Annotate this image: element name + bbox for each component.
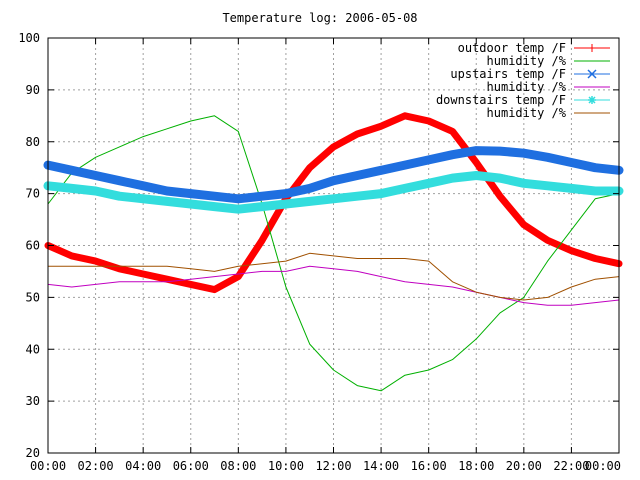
grid — [48, 38, 619, 453]
legend-marker — [588, 96, 596, 104]
legend-marker — [587, 69, 597, 79]
x-tick-label: 14:00 — [363, 459, 399, 473]
series-line-3 — [43, 146, 624, 204]
y-tick-label: 90 — [26, 83, 40, 97]
series-group — [43, 112, 624, 392]
y-tick-label: 60 — [26, 239, 40, 253]
series-line-1 — [44, 112, 623, 294]
y-tick-label: 30 — [26, 394, 40, 408]
legend-label: upstairs temp /F — [450, 67, 566, 81]
y-tick-label: 100 — [18, 31, 40, 45]
series-line-2 — [47, 115, 620, 392]
y-tick-label: 80 — [26, 135, 40, 149]
x-tick-label: 06:00 — [173, 459, 209, 473]
series-line-5 — [43, 171, 624, 214]
series-line-6 — [47, 252, 620, 301]
x-tick-label: 00:00 — [30, 459, 66, 473]
x-tick-label: 22:00 — [553, 459, 589, 473]
y-tick-label: 20 — [26, 446, 40, 460]
x-tick-label: 00:00 — [585, 459, 621, 473]
x-tick-label: 10:00 — [268, 459, 304, 473]
x-tick-label: 18:00 — [458, 459, 494, 473]
legend-label: humidity /% — [487, 80, 567, 94]
chart-title: Temperature log: 2006-05-08 — [222, 11, 417, 25]
x-tick-label: 16:00 — [411, 459, 447, 473]
y-tick-label: 50 — [26, 290, 40, 304]
legend-label: humidity /% — [487, 54, 567, 68]
axes: 20 30 40 50 60 70 80 90 100 00:00 02:00 04:00 06:00 0… — [18, 31, 621, 473]
x-tick-label: 20:00 — [506, 459, 542, 473]
legend-label: humidity /% — [487, 106, 567, 120]
x-tick-label: 02:00 — [78, 459, 114, 473]
legend-label: outdoor temp /F — [458, 41, 566, 55]
y-tick-label: 40 — [26, 342, 40, 356]
y-tick-label: 70 — [26, 187, 40, 201]
legend-marker — [588, 44, 596, 52]
legend-label: downstairs temp /F — [436, 93, 566, 107]
x-tick-label: 04:00 — [125, 459, 161, 473]
x-tick-label: 12:00 — [315, 459, 351, 473]
x-tick-label: 08:00 — [220, 459, 256, 473]
series-line-4 — [47, 265, 620, 306]
